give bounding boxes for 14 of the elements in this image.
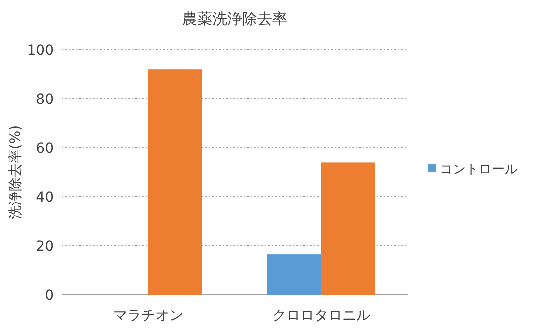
x-tick-label: クロロタロニル — [272, 308, 370, 324]
y-tick-label: 0 — [45, 288, 54, 304]
chart-title: 農薬洗浄除去率 — [182, 10, 288, 28]
y-tick-label: 40 — [36, 190, 54, 206]
y-tick-label: 100 — [27, 43, 54, 59]
x-tick-label: マラチオン — [114, 308, 184, 324]
bar — [268, 254, 322, 295]
bar — [322, 162, 376, 295]
legend-label: コントロール — [440, 162, 518, 178]
y-axis-title: 洗浄除去率(%) — [8, 125, 24, 220]
y-tick-label: 80 — [36, 92, 54, 108]
bar — [148, 70, 202, 295]
y-tick-label: 60 — [36, 141, 54, 157]
y-tick-label: 20 — [36, 239, 54, 255]
